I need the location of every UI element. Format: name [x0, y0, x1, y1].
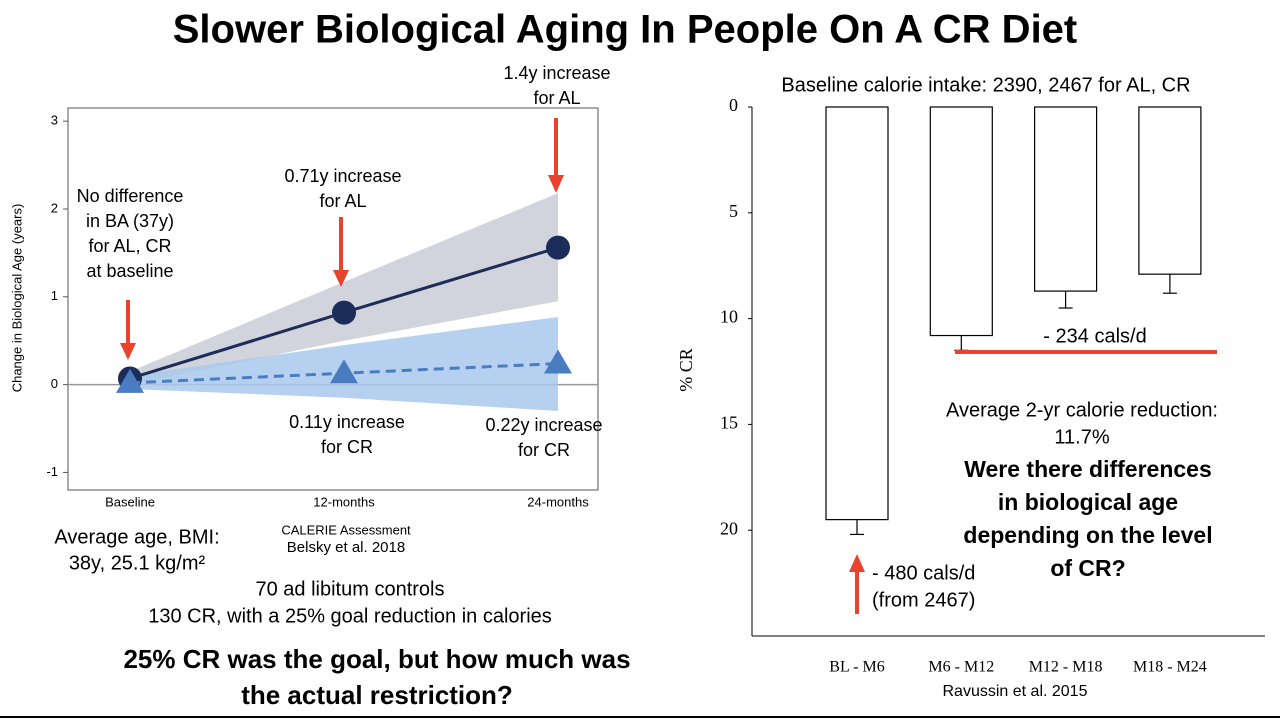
x-tick-label: M18 - M24 — [1133, 659, 1207, 676]
arrow-head — [849, 554, 865, 572]
annotation: 0.22y increase — [485, 415, 602, 435]
annotation: for AL, CR — [88, 236, 171, 256]
annotation: for AL — [533, 88, 580, 108]
y-tick-label: 1 — [51, 288, 58, 303]
note: 70 ad libitum controls — [256, 578, 445, 600]
plot-frame — [67, 107, 599, 491]
x-tick-label: 24-months — [527, 494, 589, 509]
annotation: 1.4y increase — [503, 63, 610, 83]
y-tick-label: 2 — [51, 200, 58, 215]
bar — [825, 106, 889, 521]
subtitle: Baseline calorie intake: 2390, 2467 for … — [781, 74, 1190, 96]
y-tick-label: 15 — [720, 413, 738, 433]
arrow-head — [548, 175, 564, 193]
slide-title: Slower Biological Aging In People On A C… — [173, 8, 1078, 52]
question: in biological age — [998, 489, 1178, 515]
bar — [929, 106, 993, 337]
annotation: No difference — [77, 186, 184, 206]
bar — [1033, 106, 1098, 292]
marker — [330, 359, 358, 384]
confidence-band — [130, 193, 558, 385]
marker — [332, 300, 356, 325]
x-tick-label: Baseline — [105, 494, 155, 509]
y-tick-label: 10 — [720, 307, 738, 327]
annotation: - 480 cals/d — [872, 562, 975, 584]
y-axis-label: % CR — [676, 348, 696, 392]
question: of CR? — [1050, 555, 1125, 581]
annotation: for AL — [319, 191, 366, 211]
x-tick-label: 12-months — [313, 494, 375, 509]
x-tick-label: BL - M6 — [829, 659, 884, 676]
arrow-head — [120, 343, 136, 360]
annotation: - 234 cals/d — [1043, 325, 1146, 347]
x-axis-label: CALERIE Assessment — [281, 522, 411, 537]
y-tick-label: 5 — [729, 201, 738, 221]
y-tick-label: -1 — [46, 464, 58, 479]
annotation: at baseline — [86, 261, 173, 281]
marker — [116, 368, 144, 393]
x-tick-label: M12 - M18 — [1029, 659, 1103, 676]
question: the actual restriction? — [241, 680, 513, 710]
question: depending on the level — [963, 522, 1212, 548]
arrows — [120, 118, 1217, 614]
note: 38y, 25.1 kg/m² — [69, 552, 206, 574]
note: Average age, BMI: — [54, 526, 219, 548]
question: 25% CR was the goal, but how much was — [123, 644, 630, 674]
charts: -1 0 1 2 3 Baseline 12-months 24-months Change i… — [9, 63, 1265, 700]
annotation: 0.71y increase — [284, 166, 401, 186]
annotation: Average 2-yr calorie reduction: — [946, 399, 1218, 421]
annotation: (from 2467) — [872, 589, 975, 611]
question: Were there differences — [964, 456, 1212, 482]
note: 130 CR, with a 25% goal reduction in cal… — [148, 605, 552, 627]
arrow-head — [333, 270, 349, 287]
annotation: for CR — [321, 437, 373, 457]
source: Belsky et al. 2018 — [287, 539, 405, 556]
source: Ravussin et al. 2015 — [943, 683, 1088, 700]
annotation: 11.7% — [1054, 426, 1109, 448]
y-tick-label: 20 — [720, 518, 738, 538]
annotation: in BA (37y) — [86, 211, 174, 231]
y-tick-label: 0 — [51, 376, 58, 391]
y-axis-label: Change in Biological Age (years) — [9, 204, 24, 393]
marker — [544, 349, 572, 374]
annotation: for CR — [518, 440, 570, 460]
x-tick-label: M6 - M12 — [928, 659, 994, 676]
annotation: 0.11y increase — [289, 412, 405, 432]
y-tick-label: 3 — [51, 113, 58, 128]
bar — [1138, 106, 1202, 275]
marker — [546, 235, 570, 260]
y-tick-label: 0 — [729, 95, 738, 115]
